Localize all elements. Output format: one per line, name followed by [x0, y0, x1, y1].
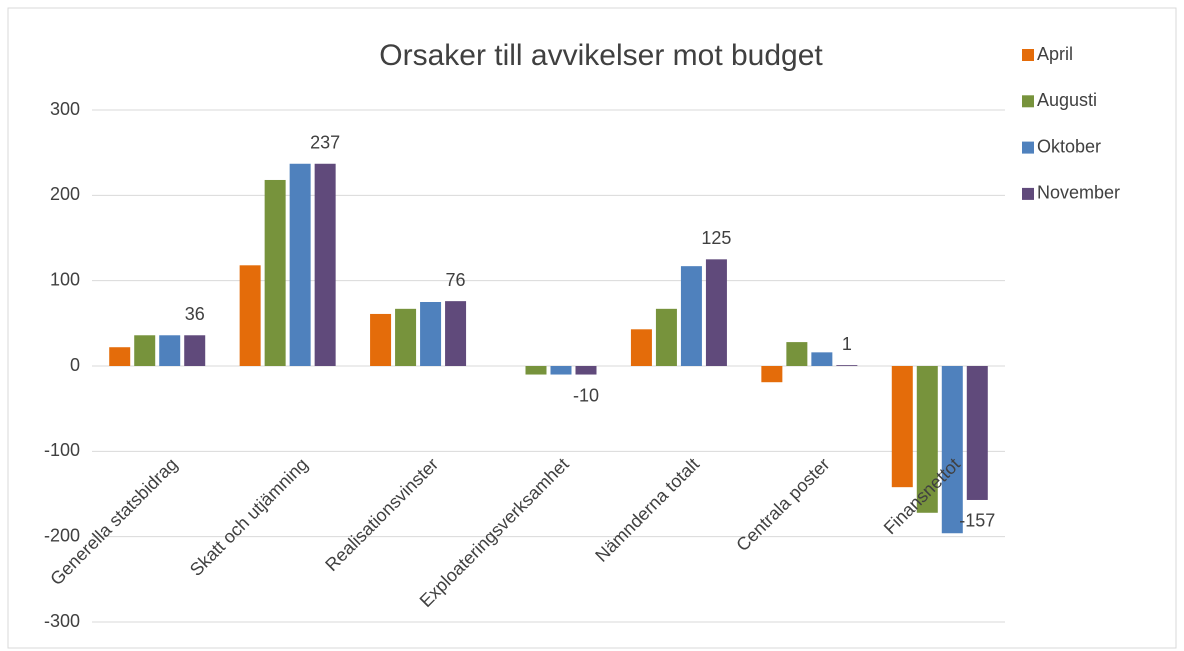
bar [370, 313, 392, 366]
bar [630, 329, 652, 366]
bar [575, 366, 597, 375]
data-label: 1 [842, 334, 852, 354]
bar [159, 335, 181, 366]
bar [550, 366, 572, 375]
y-tick-label: 200 [50, 184, 80, 204]
bar [705, 259, 727, 366]
chart-frame [7, 7, 1177, 649]
bar [420, 302, 442, 366]
data-label: 76 [446, 270, 466, 290]
legend-label: November [1037, 183, 1120, 203]
y-tick-label: -200 [44, 525, 80, 545]
y-tick-label: -100 [44, 440, 80, 460]
legend-label: Augusti [1037, 90, 1097, 110]
legend-swatch [1022, 95, 1034, 108]
legend-label: April [1037, 44, 1073, 64]
data-label: 36 [185, 304, 205, 324]
chart-title: Orsaker till avvikelser mot budget [379, 39, 823, 72]
bar [395, 308, 417, 366]
bar [239, 265, 261, 366]
bar [761, 366, 783, 383]
data-label: -10 [573, 385, 599, 405]
y-tick-label: 0 [70, 355, 80, 375]
bar [680, 266, 702, 366]
bar [786, 342, 808, 366]
legend-swatch [1022, 49, 1034, 61]
y-tick-label: -300 [44, 611, 80, 631]
bar [184, 335, 206, 366]
bar [109, 347, 131, 366]
bar [525, 366, 547, 375]
bar [836, 365, 858, 366]
bar [289, 163, 311, 366]
bar [941, 366, 963, 534]
data-label: 125 [701, 228, 731, 248]
bar [134, 335, 156, 366]
bar [891, 366, 913, 488]
data-label: 237 [310, 133, 340, 153]
bar [655, 308, 677, 366]
y-tick-label: 100 [50, 269, 80, 289]
legend-label: Oktober [1037, 136, 1101, 156]
bar [811, 352, 833, 366]
bar [264, 179, 286, 366]
legend-swatch [1022, 187, 1034, 200]
data-label: -157 [959, 511, 995, 531]
y-tick-label: 300 [50, 99, 80, 119]
bar [916, 366, 938, 513]
bar [966, 366, 988, 500]
bar [314, 163, 336, 366]
legend-swatch [1022, 141, 1034, 154]
bar [445, 301, 467, 366]
